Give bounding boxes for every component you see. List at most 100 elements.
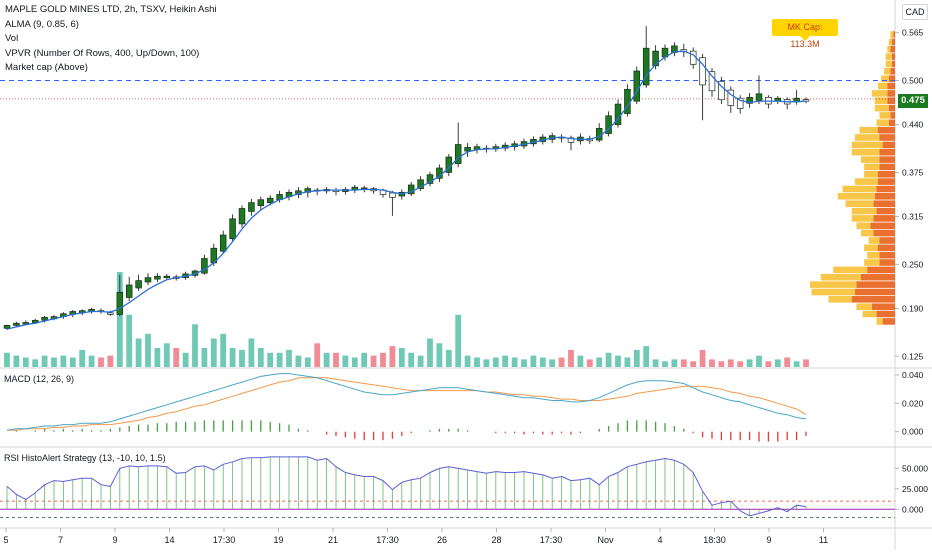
volume-bar (323, 352, 330, 368)
vpvr-bar-up (833, 266, 868, 274)
volume-bar (511, 357, 518, 367)
vpvr-bar-down (891, 60, 895, 68)
candle-body (238, 208, 246, 225)
candle-body (642, 47, 650, 86)
candle-body (746, 97, 753, 104)
vpvr-bar-up (871, 90, 888, 97)
volume-bars (4, 272, 809, 368)
legend-vpvr[interactable]: VPVR (Number Of Rows, 400, Up/Down, 100) (5, 47, 200, 59)
volume-bar (182, 352, 189, 368)
vpvr-bar-down (878, 126, 895, 134)
volume-bar (135, 338, 142, 367)
vpvr-bar-up (879, 112, 891, 119)
macd-signal-line (7, 377, 807, 431)
volume-bar (173, 348, 180, 367)
candle-body (257, 199, 265, 206)
volume-bar (4, 352, 10, 368)
candle-body (454, 144, 462, 164)
macd-tick-label: 0.040 (902, 370, 924, 380)
price-tick-label: 0.500 (902, 76, 924, 86)
volume-bar (342, 355, 349, 367)
volume-bar (445, 349, 452, 367)
volume-bar (154, 348, 161, 367)
time-tick-label: 21 (328, 535, 338, 545)
vpvr-bar-down (882, 141, 895, 149)
vpvr-bar-up (864, 244, 878, 252)
volume-bar (718, 361, 725, 367)
vpvr-bar-down (887, 90, 895, 97)
volume-bar (605, 352, 612, 368)
candle-body (736, 97, 744, 109)
vpvr-bar-up (851, 207, 877, 215)
price-tick-label: 0.440 (902, 120, 924, 130)
vpvr-bar-up (864, 171, 878, 178)
time-tick-label: 28 (491, 535, 501, 545)
volume-bar (389, 346, 396, 367)
volume-bar (22, 357, 29, 367)
volume-bar (370, 355, 377, 367)
volume-bar (79, 349, 86, 367)
candle-body (248, 202, 255, 212)
vpvr-bar-up (890, 31, 894, 38)
candle-body (407, 184, 415, 195)
time-tick-label: Nov (597, 535, 614, 545)
volume-bar (333, 352, 339, 368)
volume-bar (427, 338, 433, 367)
volume-bar (492, 357, 499, 367)
vpvr-bar-up (854, 178, 878, 185)
price-tick-label: 0.250 (902, 259, 924, 269)
rsi-tick-label: 50.000 (902, 463, 928, 473)
volume-bar (436, 343, 443, 368)
macd-histogram (15, 420, 807, 442)
vpvr-bar-up (828, 296, 852, 303)
vpvr-bar-up (845, 200, 874, 207)
volume-bar (680, 359, 687, 367)
volume-bar (530, 355, 537, 367)
legend-alma[interactable]: ALMA (9, 0.85, 6) (5, 18, 79, 30)
vpvr-bar-down (876, 185, 895, 193)
volume-bar (756, 355, 762, 367)
vpvr-bar-up (851, 148, 880, 156)
candle-body (125, 284, 133, 298)
volume-bar (201, 348, 208, 367)
volume-bar (417, 355, 424, 367)
vpvr-bar-down (870, 222, 895, 230)
legend-marketcap[interactable]: Market cap (Above) (5, 62, 88, 74)
vpvr-bar-down (888, 119, 895, 127)
volume-bar (13, 355, 20, 367)
volume-bar (361, 352, 368, 368)
legend-vol[interactable]: Vol (5, 33, 19, 45)
candle-body (699, 57, 706, 86)
candle-body (107, 312, 114, 315)
vpvr-bar-down (871, 303, 895, 310)
rsi-tick-label: 25.000 (902, 484, 928, 494)
vpvr-bar-up (842, 185, 877, 193)
volume-bar (803, 359, 809, 367)
volume-bar (737, 361, 744, 367)
vpvr-bar-up (885, 60, 892, 68)
volume-bar (474, 357, 480, 367)
legend-title[interactable]: MAPLE GOLD MINES LTD, 2h, TSXV, Heikin A… (5, 4, 217, 15)
volume-bar (116, 272, 123, 367)
vpvr-bar-up (885, 53, 892, 60)
currency-button[interactable]: CAD (902, 4, 928, 20)
vpvr-bar-down (891, 38, 895, 46)
volume-bar (464, 355, 471, 367)
volume-bar (60, 355, 67, 367)
marketcap-badge-pointer (800, 36, 810, 41)
vpvr-bar-up (874, 97, 888, 104)
vpvr-bar-down (879, 156, 895, 163)
candle-body (567, 137, 575, 143)
vpvr-bar-down (879, 148, 895, 156)
volume-bar (577, 355, 584, 367)
vpvr-bar-up (811, 288, 855, 296)
macd-tick-label: 0.000 (902, 427, 924, 437)
volume-bar (107, 355, 114, 367)
volume-bar (351, 357, 358, 367)
volume-bar (398, 348, 405, 367)
vpvr-bar-down (879, 237, 895, 244)
vpvr-bar-down (887, 97, 895, 104)
time-tick-label: 17:30 (213, 535, 236, 545)
